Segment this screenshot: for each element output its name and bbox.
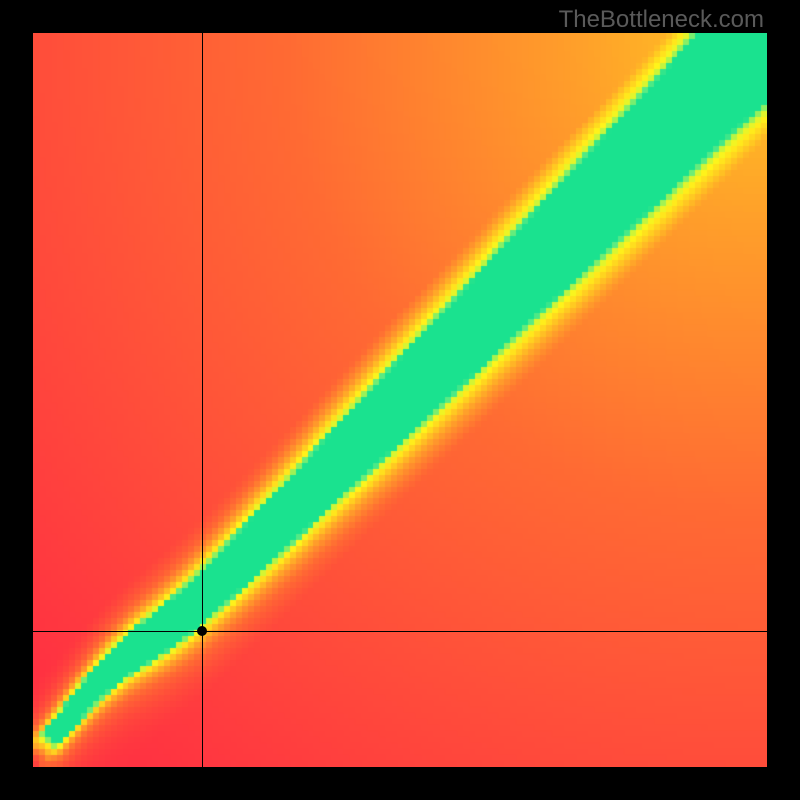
- heatmap-canvas: [33, 33, 767, 767]
- crosshair-horizontal: [33, 631, 767, 632]
- crosshair-vertical: [202, 33, 203, 767]
- bottleneck-heatmap: [33, 33, 767, 767]
- selected-hardware-point: [197, 626, 207, 636]
- watermark-text: TheBottleneck.com: [559, 6, 764, 34]
